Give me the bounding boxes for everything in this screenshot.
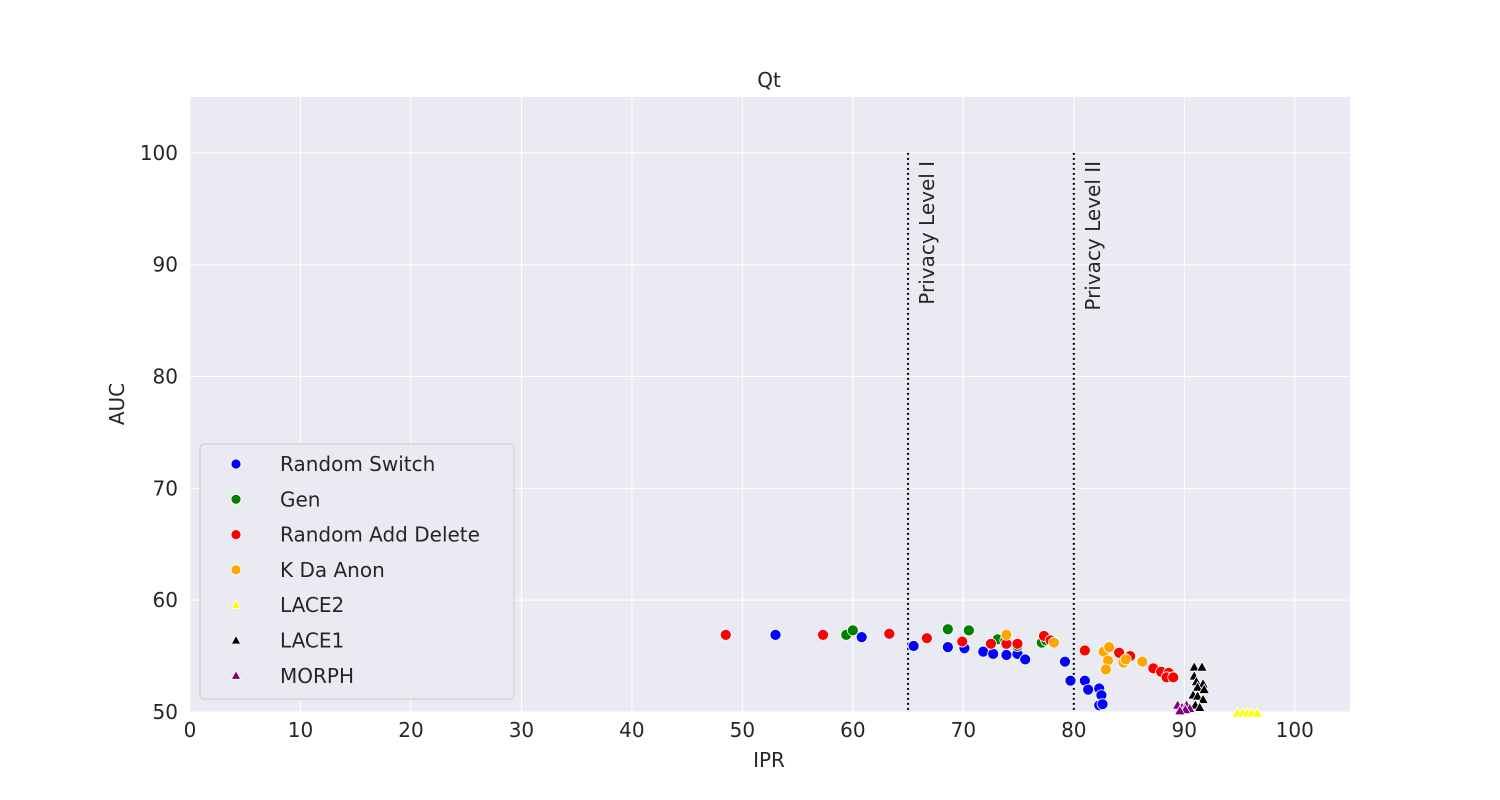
legend-entry: Random Switch xyxy=(280,452,435,476)
data-point xyxy=(230,669,242,680)
data-point xyxy=(855,631,868,643)
data-point xyxy=(1191,690,1204,701)
x-tick-label: 0 xyxy=(184,718,197,742)
data-point xyxy=(230,599,242,610)
x-tick-label: 40 xyxy=(619,718,644,742)
data-point xyxy=(1064,674,1077,687)
data-point xyxy=(1082,683,1095,696)
x-tick-label: 100 xyxy=(1276,718,1314,742)
data-point xyxy=(956,635,969,648)
privacy-label: Privacy Level I xyxy=(915,161,939,305)
legend-entry: K Da Anon xyxy=(280,558,385,582)
x-tick-label: 20 xyxy=(398,718,423,742)
data-point xyxy=(230,634,242,645)
x-tick-label: 10 xyxy=(288,718,313,742)
data-point xyxy=(1099,663,1112,676)
data-point xyxy=(987,647,1000,660)
data-point xyxy=(1000,628,1013,641)
data-point xyxy=(1136,655,1149,668)
data-point xyxy=(846,624,859,637)
x-tick-label: 80 xyxy=(1061,718,1086,742)
data-point xyxy=(230,493,242,505)
data-point xyxy=(1119,653,1132,666)
data-point xyxy=(985,637,997,650)
data-point xyxy=(941,623,954,636)
y-tick-label: 80 xyxy=(153,365,178,389)
data-point xyxy=(920,632,933,645)
legend-entry: MORPH xyxy=(280,664,354,688)
data-point xyxy=(230,564,242,576)
y-tick-label: 70 xyxy=(153,476,178,500)
legend-entry: Random Add Delete xyxy=(280,523,480,547)
legend: Random Switch Gen Random Add Delete K Da An… xyxy=(199,443,515,700)
y-axis-label: AUC xyxy=(105,383,129,425)
data-point xyxy=(883,627,896,640)
x-tick-label: 50 xyxy=(730,718,755,742)
y-tick-labels: 50 60 70 80 90 100 xyxy=(140,141,178,724)
privacy-label: Privacy Level II xyxy=(1081,161,1105,311)
data-point xyxy=(230,458,242,470)
data-point xyxy=(1173,704,1186,716)
x-tick-label: 60 xyxy=(840,718,865,742)
data-points xyxy=(719,623,1264,718)
data-point xyxy=(1059,655,1071,668)
data-point xyxy=(1197,693,1209,704)
data-point xyxy=(1198,683,1211,694)
legend-entry: LACE1 xyxy=(280,629,344,653)
x-tick-labels: 0 10 20 30 40 50 60 70 80 90 100 xyxy=(184,718,1314,742)
data-point xyxy=(769,628,782,641)
data-point xyxy=(1000,649,1013,661)
data-point xyxy=(1251,706,1264,718)
data-point xyxy=(1103,641,1116,654)
data-point xyxy=(1196,660,1208,672)
privacy-lines: Privacy Level I Privacy Level II xyxy=(907,152,1105,712)
data-point xyxy=(1019,653,1032,666)
y-tick-label: 90 xyxy=(153,253,178,277)
data-point xyxy=(719,628,732,641)
x-tick-label: 90 xyxy=(1172,718,1197,742)
data-point xyxy=(1167,671,1180,684)
y-tick-label: 60 xyxy=(153,588,178,612)
legend-entry: LACE2 xyxy=(280,593,344,617)
data-point xyxy=(941,641,954,654)
data-point xyxy=(1048,636,1060,649)
legend-entry: Gen xyxy=(280,487,320,511)
y-tick-label: 100 xyxy=(140,141,178,165)
data-point xyxy=(962,624,975,637)
data-point xyxy=(230,529,242,540)
data-point xyxy=(1193,701,1206,712)
legend-box xyxy=(199,443,515,700)
x-tick-label: 30 xyxy=(509,718,534,742)
chart-title: Qt xyxy=(757,68,781,92)
data-point xyxy=(1096,698,1109,711)
x-axis-label: IPR xyxy=(753,748,785,772)
data-point xyxy=(1011,637,1024,650)
data-point xyxy=(817,628,829,641)
y-tick-label: 50 xyxy=(153,700,178,724)
data-point xyxy=(907,640,920,652)
data-point xyxy=(1078,644,1091,657)
x-tick-label: 70 xyxy=(951,718,976,742)
